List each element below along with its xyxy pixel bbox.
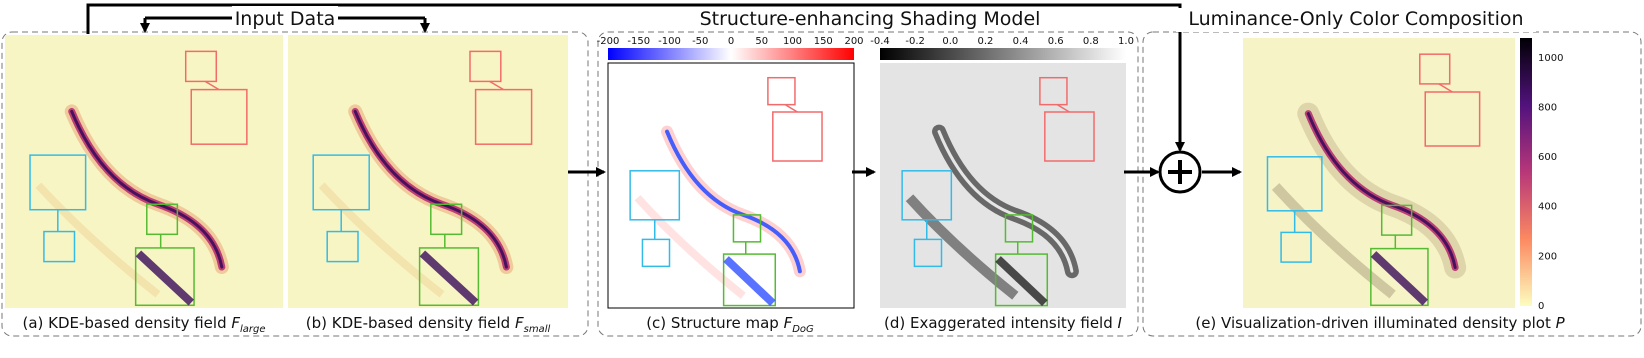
colorbar-tick-label: 0 [1538, 301, 1544, 312]
colorbar-tick-label: -100 [658, 36, 681, 47]
colorbar-tick-label: 600 [1538, 152, 1557, 163]
caption: (b) KDE-based density field Fsmall [306, 314, 551, 335]
caption: (e) Visualization-driven illuminated den… [1195, 314, 1565, 332]
zoom-box [1380, 204, 1413, 236]
zoom-detail [723, 256, 776, 307]
zoom-box [1280, 231, 1312, 263]
structure-band [634, 195, 746, 299]
image-bg [1243, 38, 1515, 308]
caption-text: (b) KDE-based density field [306, 314, 515, 332]
zoom-detail [995, 256, 1048, 307]
caption-text: (d) Exaggerated intensity field [884, 314, 1118, 332]
colorbar-tick-label: 100 [783, 36, 802, 47]
zoom-box [1370, 247, 1429, 307]
structure-band [318, 182, 445, 298]
zoom-box [722, 253, 777, 307]
header: Luminance-Only Color Composition [1188, 8, 1523, 30]
zoom-box [43, 230, 76, 263]
colorbar-tick-label: -0.4 [870, 36, 890, 47]
colorbar-tick-label: 0.2 [977, 36, 993, 47]
colorbar-tick-label: 0.4 [1013, 36, 1029, 47]
header: Input Data [235, 8, 336, 30]
zoom-box [184, 50, 218, 83]
zoom-box [146, 203, 179, 236]
zoom-link [1056, 104, 1070, 113]
colorbar [880, 48, 1126, 60]
colorbar-tick-label: 0.6 [1048, 36, 1064, 47]
zoom-box [326, 230, 359, 263]
colorbar-tick-label: -0.2 [905, 36, 925, 47]
colorbar-tick-label: 0 [728, 36, 734, 47]
zoom-detail [1370, 251, 1428, 306]
caption-symbol: P [1556, 314, 1566, 332]
zoom-detail [135, 250, 194, 306]
label-bg [1176, 8, 1536, 32]
structure-band [35, 182, 161, 298]
structure-band [1271, 183, 1396, 299]
zoom-link [489, 80, 504, 91]
image-bg [288, 35, 568, 308]
colorbar [608, 48, 854, 60]
group-box [1, 31, 589, 337]
structure-band [905, 194, 1019, 300]
zoom-box [732, 214, 762, 243]
zoom-detail [419, 250, 479, 306]
zoom-box [469, 50, 502, 83]
group-box [1142, 31, 1642, 337]
image-bg [5, 35, 283, 308]
colorbar-tick-label: 0.0 [942, 36, 958, 47]
plus-sign [1168, 160, 1192, 184]
zoom-box [994, 253, 1049, 307]
caption-text: (a) KDE-based density field [22, 314, 231, 332]
colorbar-tick-label: -200 [597, 36, 620, 47]
zoom-box [418, 247, 480, 307]
zoom-box [1419, 53, 1451, 85]
caption-text: (c) Structure map [646, 314, 783, 332]
caption-subscript: small [524, 324, 551, 335]
colorbar-tick-label: 200 [1538, 251, 1557, 262]
caption-subscript: large [240, 324, 266, 335]
zoom-box [430, 203, 463, 236]
colorbar-tick-label: 1.0 [1118, 36, 1134, 47]
colorbar-tick-label: 50 [755, 36, 768, 47]
header: Structure-enhancing Shading Model [700, 8, 1041, 30]
colorbar-tick-label: 200 [844, 36, 863, 47]
zoom-box [767, 76, 796, 106]
zoom-box [913, 238, 943, 268]
zoom-box [134, 247, 195, 307]
bypass-arrow [86, 3, 1185, 152]
zoom-box [1039, 76, 1068, 106]
caption-symbol: F [231, 314, 240, 332]
colorbar-tick-label: 800 [1538, 102, 1557, 113]
colorbar-tick-label: 1000 [1538, 53, 1563, 64]
caption: (c) Structure map FDoG [646, 314, 814, 335]
colorbar [1520, 38, 1532, 306]
caption-subscript: DoG [792, 324, 814, 335]
colorbar-tick-label: 400 [1538, 202, 1557, 213]
colorbar-tick-label: -50 [692, 36, 708, 47]
caption-symbol: I [1118, 314, 1123, 332]
colorbar-tick-label: -150 [627, 36, 650, 47]
zoom-link [1438, 83, 1453, 93]
image-bg [880, 63, 1126, 308]
zoom-box [1004, 214, 1034, 243]
caption-symbol: F [784, 314, 793, 332]
caption-text: (e) Visualization-driven illuminated den… [1195, 314, 1555, 332]
caption-symbol: F [515, 314, 524, 332]
caption: (a) KDE-based density field Flarge [22, 314, 265, 335]
colorbar-tick-label: 0.8 [1083, 36, 1099, 47]
caption: (d) Exaggerated intensity field I [884, 314, 1123, 332]
zoom-box [641, 238, 671, 268]
colorbar-tick-label: 150 [814, 36, 833, 47]
image-bg [607, 62, 855, 309]
label-bg [232, 6, 338, 30]
group-box [597, 31, 1139, 337]
panels: -200 -150 -100 -50 0 50 100 150 200 -0.4 -0.2 0.0 0.… [5, 35, 1563, 312]
zoom-link [784, 104, 798, 113]
zoom-link [204, 80, 220, 91]
